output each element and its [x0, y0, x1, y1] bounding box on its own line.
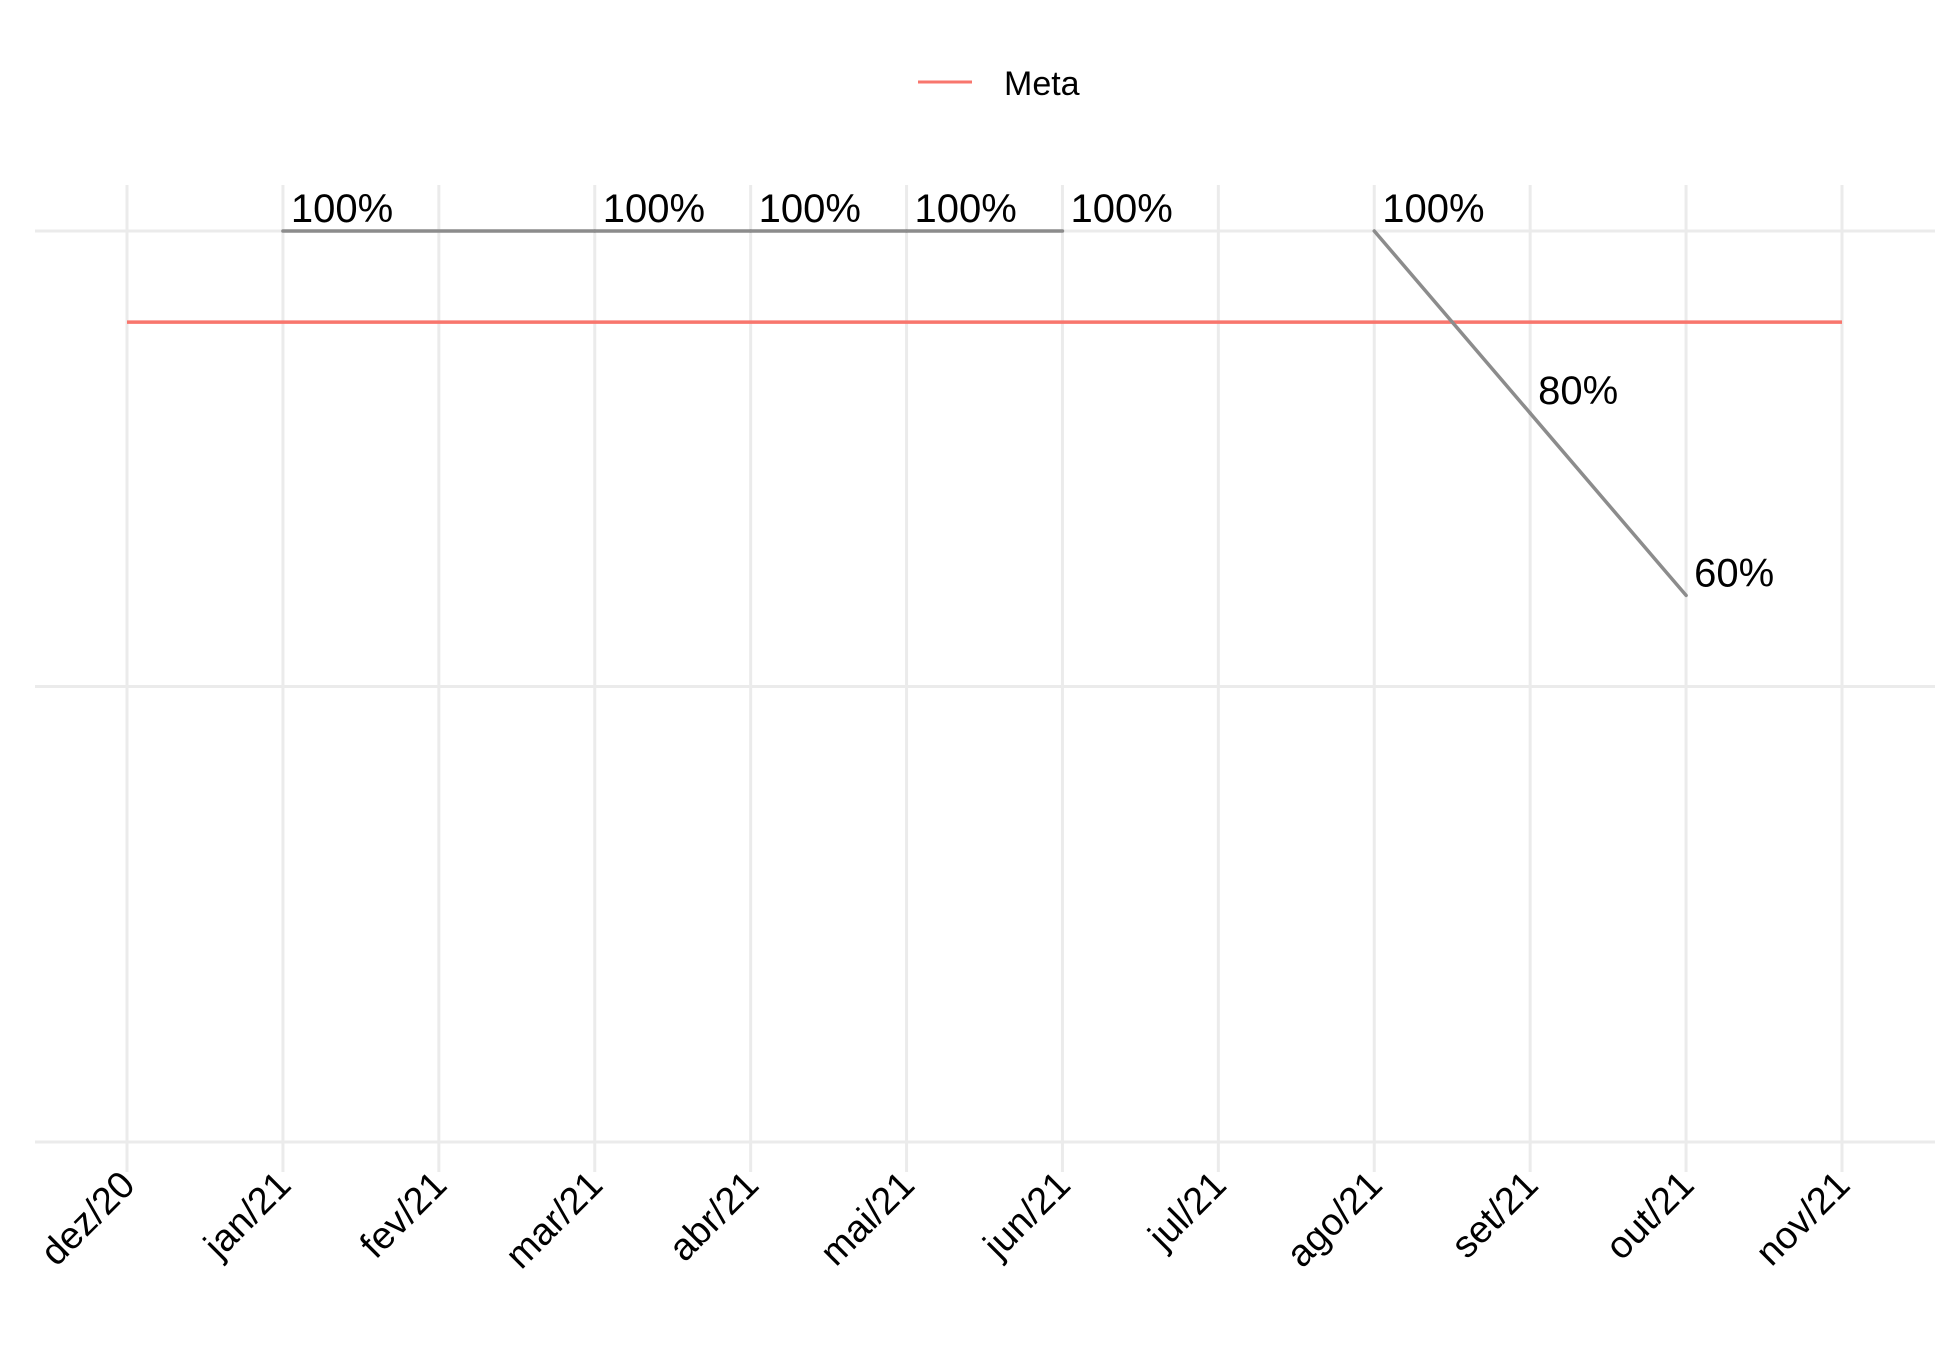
legend: Meta	[918, 65, 1080, 103]
x-tick-label: ago/21	[1279, 1164, 1391, 1276]
x-tick-label: mar/21	[498, 1164, 611, 1277]
x-tick-label: mai/21	[813, 1164, 923, 1274]
data-label: 100%	[915, 187, 1017, 231]
data-label: 80%	[1538, 369, 1618, 413]
data-label-layer: 100% 100% 100% 100% 100% 100% 80% 60%	[291, 187, 1774, 595]
x-tick-label: jul/21	[1140, 1164, 1235, 1259]
data-label: 100%	[603, 187, 705, 231]
data-label: 60%	[1694, 551, 1774, 595]
grid-layer	[35, 185, 1935, 1172]
x-tick-label: jan/21	[196, 1164, 300, 1268]
data-label: 100%	[291, 187, 393, 231]
x-tick-label: abr/21	[661, 1164, 767, 1270]
series-layer	[281, 229, 1688, 598]
data-label: 100%	[1070, 187, 1172, 231]
x-tick-label: dez/20	[33, 1164, 143, 1274]
x-tick-label: jun/21	[975, 1164, 1079, 1268]
series-segment	[1372, 229, 1532, 415]
x-tick-label: nov/21	[1748, 1164, 1858, 1274]
series-segment	[1528, 411, 1688, 598]
data-label: 100%	[1382, 187, 1484, 231]
data-label: 100%	[759, 187, 861, 231]
x-axis: dez/20 jan/21 fev/21 mar/21 abr/21 mai/21 jun/…	[33, 1164, 1858, 1277]
x-tick-label: set/21	[1444, 1164, 1547, 1267]
x-tick-label: out/21	[1598, 1164, 1702, 1268]
x-tick-label: fev/21	[352, 1164, 455, 1267]
legend-label-meta: Meta	[1004, 65, 1080, 103]
